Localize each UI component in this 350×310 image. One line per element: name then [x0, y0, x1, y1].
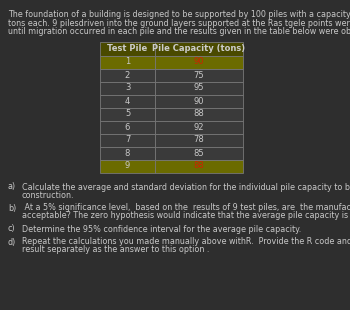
Bar — [155, 55, 243, 69]
Text: 2: 2 — [125, 70, 130, 79]
Bar — [155, 42, 243, 55]
Bar — [100, 95, 155, 108]
Text: 6: 6 — [125, 122, 130, 131]
Text: c): c) — [8, 224, 16, 233]
Bar — [100, 42, 155, 55]
Text: 1: 1 — [125, 57, 130, 67]
Text: 8: 8 — [125, 148, 130, 157]
Text: Calculate the average and standard deviation for the individual pile capacity to: Calculate the average and standard devia… — [22, 183, 350, 192]
Bar — [155, 82, 243, 95]
Bar — [155, 108, 243, 121]
Bar — [155, 69, 243, 82]
Text: 90: 90 — [194, 57, 204, 67]
Text: tons each. 9 pilesdriven into the ground layers supported at the Ras tgele point: tons each. 9 pilesdriven into the ground… — [8, 19, 350, 28]
Text: 4: 4 — [125, 96, 130, 105]
Text: The foundation of a building is designed to be supported by 100 piles with a cap: The foundation of a building is designed… — [8, 10, 350, 19]
Bar — [100, 55, 155, 69]
Text: 88: 88 — [194, 109, 204, 118]
Text: until migration occurred in each pile and the results given in the table below w: until migration occurred in each pile an… — [8, 27, 350, 36]
Text: Pile Capacity (tons): Pile Capacity (tons) — [153, 44, 246, 53]
Bar — [100, 121, 155, 134]
Text: 9: 9 — [125, 162, 130, 171]
Text: d): d) — [8, 237, 16, 246]
Bar — [155, 95, 243, 108]
Text: 78: 78 — [194, 135, 204, 144]
Text: At a 5% significance level,  based on the  results of 9 test piles, are  the man: At a 5% significance level, based on the… — [22, 203, 350, 212]
Text: 92: 92 — [194, 122, 204, 131]
Text: Test Pile: Test Pile — [107, 44, 148, 53]
Bar — [155, 134, 243, 147]
Text: 7: 7 — [125, 135, 130, 144]
Text: result separately as the answer to this option .: result separately as the answer to this … — [22, 246, 209, 255]
Text: 5: 5 — [125, 109, 130, 118]
Bar — [100, 82, 155, 95]
Text: Determine the 95% confidence interval for the average pile capacity.: Determine the 95% confidence interval fo… — [22, 224, 301, 233]
Text: a): a) — [8, 183, 16, 192]
Text: 75: 75 — [194, 70, 204, 79]
Text: construction.: construction. — [22, 191, 75, 200]
Text: 90: 90 — [194, 96, 204, 105]
Bar — [100, 147, 155, 160]
Text: Repeat the calculations you made manually above withR.  Provide the R code and i: Repeat the calculations you made manuall… — [22, 237, 350, 246]
Text: 88: 88 — [194, 162, 204, 171]
Bar — [100, 160, 155, 172]
Bar — [155, 121, 243, 134]
Bar — [155, 147, 243, 160]
Bar — [100, 134, 155, 147]
Text: 85: 85 — [194, 148, 204, 157]
Text: acceptable? The zero hypothesis would indicate that the average pile capacity is: acceptable? The zero hypothesis would in… — [22, 211, 350, 220]
Bar — [100, 108, 155, 121]
Text: 95: 95 — [194, 83, 204, 92]
Bar — [100, 69, 155, 82]
Bar — [155, 160, 243, 172]
Text: b): b) — [8, 203, 16, 212]
Text: 3: 3 — [125, 83, 130, 92]
